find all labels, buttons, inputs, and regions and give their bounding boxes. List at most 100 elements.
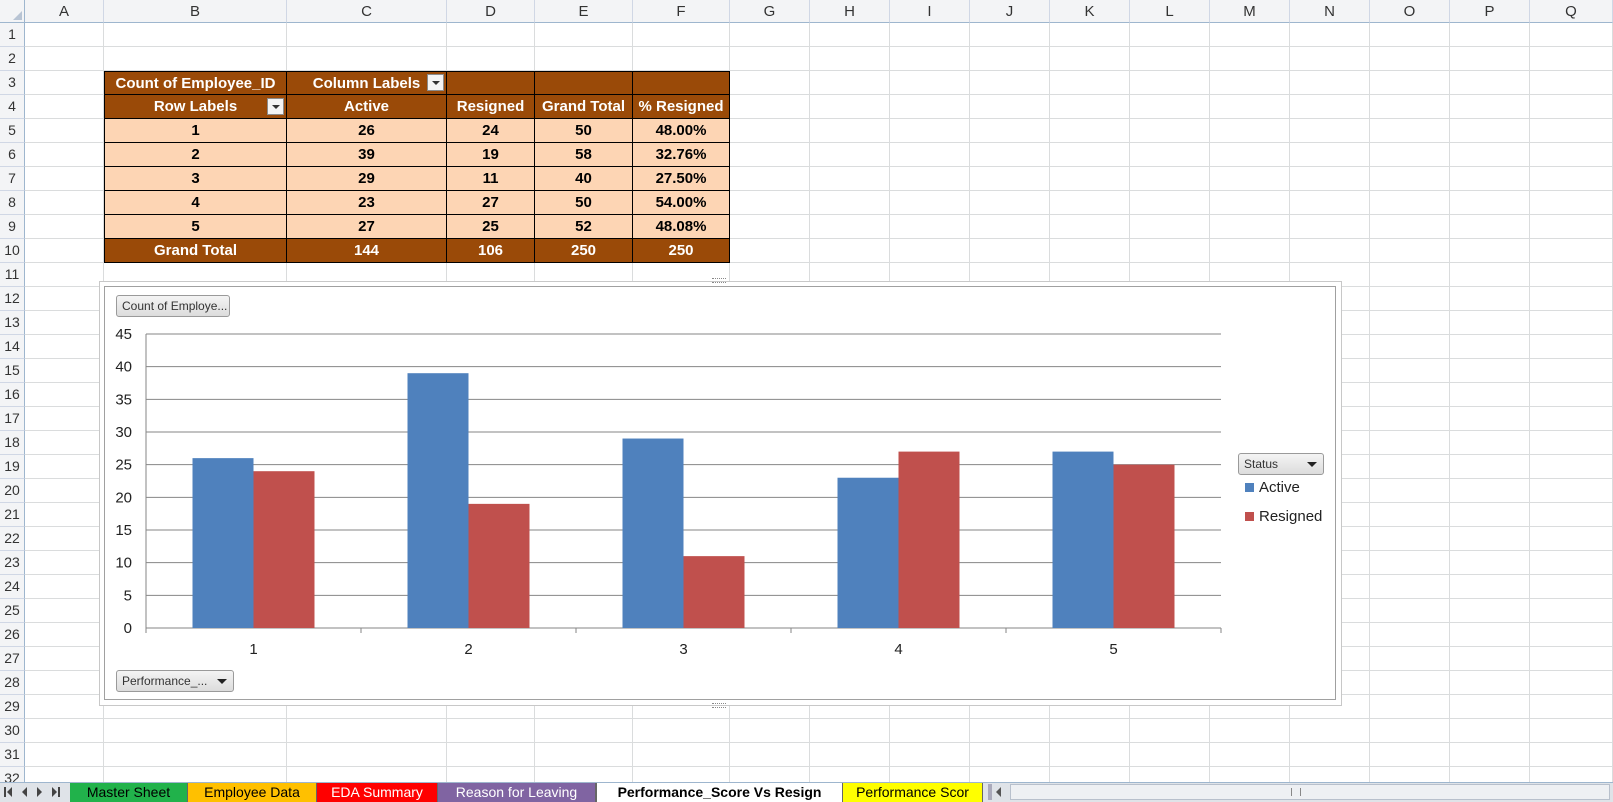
row-header-20[interactable]: 20 xyxy=(0,479,25,503)
column-header-g[interactable]: G xyxy=(730,0,810,23)
column-header-a[interactable]: A xyxy=(25,0,104,23)
pivot-header-cell[interactable]: Active xyxy=(287,95,447,119)
row-header-27[interactable]: 27 xyxy=(0,647,25,671)
scrollbar-grip[interactable] xyxy=(1291,788,1301,796)
row-header-1[interactable]: 1 xyxy=(0,23,25,47)
row-header-19[interactable]: 19 xyxy=(0,455,25,479)
pivot-data-cell[interactable]: 2 xyxy=(104,143,287,167)
row-header-4[interactable]: 4 xyxy=(0,95,25,119)
pivot-header-cell[interactable] xyxy=(447,71,535,95)
row-header-21[interactable]: 21 xyxy=(0,503,25,527)
chart-resize-handle-bottom[interactable] xyxy=(712,703,726,708)
row-header-13[interactable]: 13 xyxy=(0,311,25,335)
pivot-total-cell[interactable]: 250 xyxy=(535,239,633,263)
pivot-data-cell[interactable]: 48.08% xyxy=(633,215,730,239)
pivot-data-cell[interactable]: 1 xyxy=(104,119,287,143)
pivot-header-cell[interactable] xyxy=(535,71,633,95)
sheet-tab-2[interactable]: Employee Data xyxy=(188,783,317,802)
row-header-16[interactable]: 16 xyxy=(0,383,25,407)
first-sheet-icon[interactable] xyxy=(4,787,6,797)
row-header-6[interactable]: 6 xyxy=(0,143,25,167)
column-header-b[interactable]: B xyxy=(104,0,287,23)
row-labels-filter-button[interactable] xyxy=(267,98,284,115)
select-all-corner[interactable] xyxy=(0,0,25,23)
column-header-p[interactable]: P xyxy=(1450,0,1530,23)
row-header-26[interactable]: 26 xyxy=(0,623,25,647)
column-header-m[interactable]: M xyxy=(1210,0,1290,23)
pivot-header-cell[interactable]: Column Labels xyxy=(287,71,447,95)
column-header-d[interactable]: D xyxy=(447,0,535,23)
pivot-header-cell[interactable]: Count of Employee_ID xyxy=(104,71,287,95)
column-header-n[interactable]: N xyxy=(1290,0,1370,23)
tab-split-handle[interactable] xyxy=(988,784,992,800)
sheet-tab-6[interactable]: Performance Scor xyxy=(843,783,983,802)
legend-item-resigned[interactable]: Resigned xyxy=(1245,508,1322,525)
pivot-data-cell[interactable]: 54.00% xyxy=(633,191,730,215)
pivot-data-cell[interactable]: 11 xyxy=(447,167,535,191)
pivot-data-cell[interactable]: 27 xyxy=(287,215,447,239)
row-header-7[interactable]: 7 xyxy=(0,167,25,191)
row-header-14[interactable]: 14 xyxy=(0,335,25,359)
row-header-24[interactable]: 24 xyxy=(0,575,25,599)
column-header-j[interactable]: J xyxy=(970,0,1050,23)
row-header-23[interactable]: 23 xyxy=(0,551,25,575)
column-header-f[interactable]: F xyxy=(633,0,730,23)
legend-field-button[interactable]: Status xyxy=(1238,453,1324,475)
pivot-header-cell[interactable]: Row Labels xyxy=(104,95,287,119)
row-header-8[interactable]: 8 xyxy=(0,191,25,215)
row-header-31[interactable]: 31 xyxy=(0,743,25,767)
pivot-header-cell[interactable]: % Resigned xyxy=(633,95,730,119)
column-labels-filter-button[interactable] xyxy=(427,74,444,91)
sheet-tab-5[interactable]: Performance_Score Vs Resign xyxy=(596,783,843,802)
pivot-data-cell[interactable]: 40 xyxy=(535,167,633,191)
column-header-o[interactable]: O xyxy=(1370,0,1450,23)
pivot-header-cell[interactable]: Resigned xyxy=(447,95,535,119)
column-header-q[interactable]: Q xyxy=(1530,0,1613,23)
pivot-data-cell[interactable]: 39 xyxy=(287,143,447,167)
sheet-tab-4[interactable]: Reason for Leaving xyxy=(438,783,596,802)
row-header-10[interactable]: 10 xyxy=(0,239,25,263)
chart-resize-handle-top[interactable] xyxy=(712,278,726,283)
first-sheet-arrow-icon[interactable] xyxy=(7,787,12,797)
column-header-c[interactable]: C xyxy=(287,0,447,23)
pivot-chart[interactable]: Count of Employe... 0 5 10 15 20 25 30 35 40 45 1 2… xyxy=(104,286,1336,700)
prev-sheet-icon[interactable] xyxy=(22,787,27,797)
pivot-data-cell[interactable]: 52 xyxy=(535,215,633,239)
legend-item-active[interactable]: Active xyxy=(1245,479,1300,496)
row-header-18[interactable]: 18 xyxy=(0,431,25,455)
pivot-data-cell[interactable]: 27 xyxy=(447,191,535,215)
pivot-total-cell[interactable]: 106 xyxy=(447,239,535,263)
pivot-data-cell[interactable]: 27.50% xyxy=(633,167,730,191)
pivot-data-cell[interactable]: 29 xyxy=(287,167,447,191)
row-header-12[interactable]: 12 xyxy=(0,287,25,311)
row-header-3[interactable]: 3 xyxy=(0,71,25,95)
pivot-header-cell[interactable] xyxy=(633,71,730,95)
row-header-2[interactable]: 2 xyxy=(0,47,25,71)
pivot-data-cell[interactable]: 26 xyxy=(287,119,447,143)
pivot-total-cell[interactable]: 250 xyxy=(633,239,730,263)
pivot-data-cell[interactable]: 58 xyxy=(535,143,633,167)
sheet-tab-1[interactable]: Master Sheet xyxy=(70,783,188,802)
column-header-e[interactable]: E xyxy=(535,0,633,23)
pivot-data-cell[interactable]: 19 xyxy=(447,143,535,167)
last-sheet-icon[interactable] xyxy=(58,787,60,797)
column-header-k[interactable]: K xyxy=(1050,0,1130,23)
pivot-header-cell[interactable]: Grand Total xyxy=(535,95,633,119)
pivot-data-cell[interactable]: 50 xyxy=(535,191,633,215)
column-header-l[interactable]: L xyxy=(1130,0,1210,23)
pivot-data-cell[interactable]: 32.76% xyxy=(633,143,730,167)
row-header-17[interactable]: 17 xyxy=(0,407,25,431)
row-header-11[interactable]: 11 xyxy=(0,263,25,287)
last-sheet-arrow-icon[interactable] xyxy=(52,787,57,797)
pivot-data-cell[interactable]: 5 xyxy=(104,215,287,239)
value-field-button[interactable]: Count of Employe... xyxy=(116,295,230,317)
row-header-25[interactable]: 25 xyxy=(0,599,25,623)
row-header-29[interactable]: 29 xyxy=(0,695,25,719)
pivot-data-cell[interactable]: 24 xyxy=(447,119,535,143)
row-header-15[interactable]: 15 xyxy=(0,359,25,383)
pivot-data-cell[interactable]: 48.00% xyxy=(633,119,730,143)
row-header-22[interactable]: 22 xyxy=(0,527,25,551)
pivot-data-cell[interactable]: 23 xyxy=(287,191,447,215)
row-header-9[interactable]: 9 xyxy=(0,215,25,239)
